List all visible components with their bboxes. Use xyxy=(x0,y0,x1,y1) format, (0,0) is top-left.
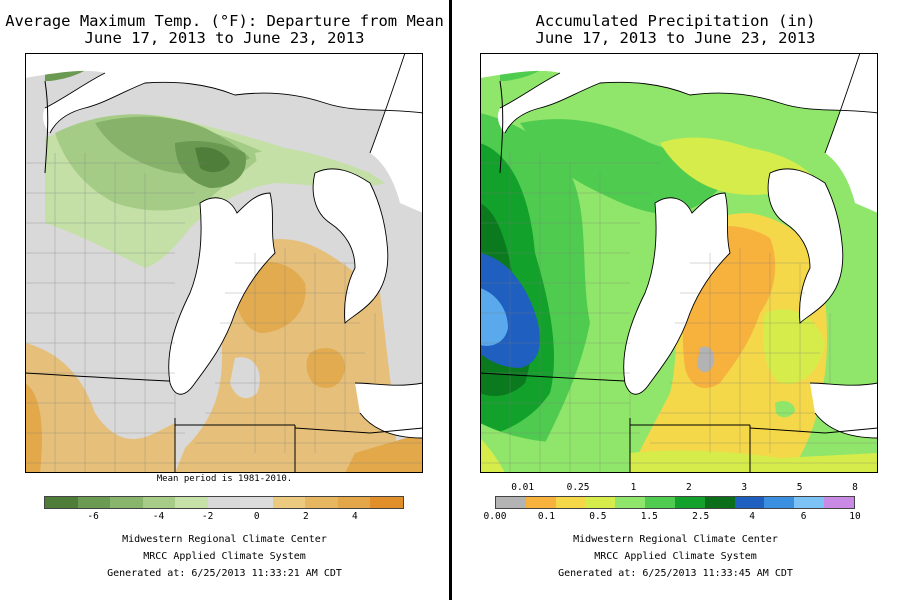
legend-tick-label: 2 xyxy=(302,511,309,522)
temp-zone-warmer-michigan-east xyxy=(306,348,345,388)
legend-tick-label: 4 xyxy=(352,511,358,522)
lake-michigan xyxy=(168,193,275,395)
precip-legend-swatch xyxy=(674,497,705,508)
temp-zone-normal-michigan xyxy=(230,357,260,399)
temp-legend-swatch xyxy=(240,497,273,508)
lake-superior xyxy=(25,53,423,133)
lake-superior xyxy=(480,53,878,133)
precip-legend-swatch xyxy=(615,497,646,508)
legend-tick-label: 0.00 xyxy=(483,511,507,522)
temp-map-title: Average Maximum Temp. (°F): Departure fr… xyxy=(5,12,444,30)
legend-tick-label: 0.25 xyxy=(566,482,590,493)
temp-legend-swatch xyxy=(77,497,111,508)
mean-period-note: Mean period is 1981-2010. xyxy=(156,474,293,484)
credit-system: MRCC Applied Climate System xyxy=(143,551,306,562)
legend-tick-label: 2 xyxy=(685,482,692,493)
temp-legend-swatch xyxy=(175,497,208,508)
legend-tick-label: 8 xyxy=(852,482,858,493)
credit-generated: Generated at: 6/25/2013 11:33:45 AM CDT xyxy=(558,568,793,579)
legend-tick-label: 0 xyxy=(253,511,260,522)
legend-tick-label: 2.5 xyxy=(692,511,710,522)
precip-legend-swatch xyxy=(734,497,765,508)
temp-legend-swatch xyxy=(45,497,78,508)
credit-org: Midwestern Regional Climate Center xyxy=(122,534,327,545)
temp-legend-colorbar xyxy=(44,496,404,509)
precip-legend-swatch xyxy=(496,497,526,508)
legend-tick-label: 4 xyxy=(749,511,756,522)
legend-tick-label: -6 xyxy=(87,511,99,522)
temp-departure-map xyxy=(25,53,423,473)
temp-legend-swatch xyxy=(207,497,241,508)
legend-tick-label: 5 xyxy=(796,482,803,493)
legend-tick-label: 10 xyxy=(849,511,861,522)
temp-legend-swatch xyxy=(370,497,404,508)
temperature-panel: Average Maximum Temp. (°F): Departure fr… xyxy=(0,0,449,600)
precip-legend-swatch xyxy=(764,497,795,508)
legend-tick-label: 1.5 xyxy=(640,511,658,522)
precip-zone-0-5in-east xyxy=(763,309,825,384)
legend-tick-label: 6 xyxy=(800,511,807,522)
panel-divider xyxy=(449,0,452,600)
canada-region xyxy=(825,53,878,213)
precip-legend-swatch xyxy=(585,497,616,508)
precip-zone-1-5in-north xyxy=(520,119,740,214)
temp-legend-swatch xyxy=(272,497,306,508)
precip-legend-swatch xyxy=(525,497,556,508)
temp-legend-swatch xyxy=(305,497,338,508)
temp-zone-slightly-cool-east xyxy=(255,151,310,180)
legend-tick-label: -2 xyxy=(201,511,214,522)
precip-legend-swatch xyxy=(645,497,675,508)
precip-zone-0-5in-southwest xyxy=(480,438,505,473)
precip-legend-swatch xyxy=(824,497,854,508)
legend-tick-label: -4 xyxy=(152,511,165,522)
precipitation-map xyxy=(480,53,878,473)
precip-zone-1in-south xyxy=(480,423,630,473)
credit-system: MRCC Applied Climate System xyxy=(594,551,757,562)
credit-generated: Generated at: 6/25/2013 11:33:21 AM CDT xyxy=(107,568,342,579)
temp-legend-swatch xyxy=(142,497,176,508)
precip-map-title: Accumulated Precipitation (in) xyxy=(535,12,816,30)
precip-zone-0-5in-south xyxy=(630,450,878,473)
legend-tick-label: 0.01 xyxy=(511,482,535,493)
legend-tick-label: 0.5 xyxy=(589,511,607,522)
precip-legend-swatch xyxy=(555,497,586,508)
legend-tick-label: 3 xyxy=(741,482,748,493)
legend-tick-label: 1 xyxy=(630,482,637,493)
temp-legend-swatch xyxy=(337,497,371,508)
precipitation-panel: Accumulated Precipitation (in) June 17, … xyxy=(451,0,900,600)
canada-region xyxy=(370,53,423,213)
temp-legend-swatch xyxy=(110,497,143,508)
temp-map-date-range: June 17, 2013 to June 23, 2013 xyxy=(84,29,365,47)
temp-zone-coolest xyxy=(195,147,230,173)
lake-michigan xyxy=(623,193,730,395)
credit-org: Midwestern Regional Climate Center xyxy=(573,534,778,545)
precip-map-date-range: June 17, 2013 to June 23, 2013 xyxy=(535,29,816,47)
precip-legend-colorbar xyxy=(495,496,855,509)
temp-zone-warmer-southwest xyxy=(25,383,42,473)
precip-legend-swatch xyxy=(794,497,825,508)
legend-tick-label: 0.1 xyxy=(537,511,556,522)
precip-legend-swatch xyxy=(704,497,735,508)
precip-zone-4in xyxy=(480,288,508,346)
